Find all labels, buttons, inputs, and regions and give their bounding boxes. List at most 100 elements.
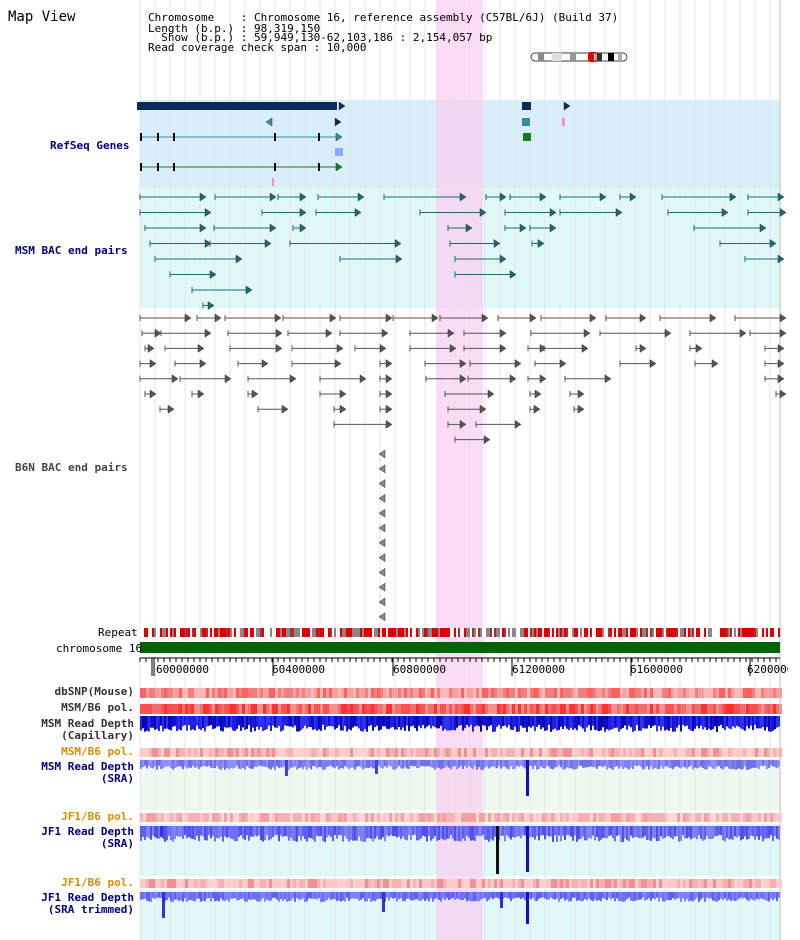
- heat-cell: [551, 748, 554, 757]
- depth-bar: [460, 892, 462, 901]
- depth-bar: [760, 892, 762, 899]
- depth-bar: [664, 826, 666, 838]
- depth-bar: [520, 826, 522, 839]
- heat-cell: [146, 813, 149, 822]
- refseq-genes-label: RefSeq Genes: [50, 139, 130, 152]
- b6n-bac-pairs-track[interactable]: [139, 313, 787, 622]
- depth-bar: [534, 892, 536, 901]
- depth-bar: [286, 826, 288, 837]
- bac-end-arrow: [329, 313, 337, 323]
- heat-cell: [371, 813, 374, 822]
- repeat-block: [144, 628, 146, 637]
- heat-cell: [236, 704, 239, 714]
- heat-cell: [425, 748, 428, 757]
- depth-bar: [664, 716, 666, 731]
- depth-bar: [484, 892, 486, 899]
- heat-cell: [662, 813, 665, 822]
- depth-bar: [394, 760, 396, 770]
- bac-end-arrow: [336, 343, 344, 353]
- depth-bar: [612, 716, 614, 729]
- bac-end-arrow: [777, 374, 785, 384]
- heat-cell: [431, 704, 434, 714]
- depth-bar: [534, 760, 536, 766]
- heat-cell: [614, 688, 617, 698]
- repeat-block: [260, 628, 262, 637]
- depth-bar: [236, 760, 238, 766]
- heat-cell: [353, 879, 356, 888]
- chromosome-ideogram[interactable]: [530, 52, 628, 62]
- heat-cell: [692, 879, 695, 888]
- depth-bar: [270, 760, 272, 770]
- heat-cell: [557, 813, 560, 822]
- heat-cell: [200, 704, 203, 714]
- depth-bar: [256, 716, 258, 727]
- depth-bar: [194, 716, 196, 731]
- msm-bac-pairs-track[interactable]: [139, 192, 787, 310]
- repeat-block: [754, 628, 756, 637]
- depth-bar: [540, 716, 542, 730]
- depth-bar: [434, 716, 436, 728]
- depth-bar: [618, 826, 620, 836]
- depth-bar: [402, 826, 404, 837]
- depth-bar: [778, 716, 780, 727]
- repeat-block: [670, 628, 672, 637]
- position-axis: [139, 657, 780, 676]
- repeat-block: [714, 628, 716, 637]
- repeat-block: [564, 628, 566, 637]
- depth-bar: [346, 892, 348, 898]
- depth-bar: [754, 826, 756, 840]
- heat-cell: [320, 879, 323, 888]
- depth-bar: [520, 892, 522, 900]
- vertical-scrollbar[interactable]: [788, 0, 800, 940]
- depth-bar: [522, 892, 524, 898]
- heat-cell: [287, 748, 290, 757]
- depth-bar: [676, 826, 678, 837]
- depth-bar: [380, 716, 382, 730]
- heat-cell: [143, 688, 146, 698]
- refseq-genes-track[interactable]: [137, 101, 571, 186]
- repeat-block: [700, 628, 702, 637]
- heat-cell: [140, 748, 143, 757]
- depth-bar: [172, 716, 174, 727]
- depth-bar: [588, 760, 590, 767]
- depth-bar: [232, 760, 234, 769]
- heat-cell: [326, 688, 329, 698]
- depth-bar: [246, 826, 248, 836]
- depth-bar: [602, 760, 604, 768]
- depth-bar: [622, 760, 624, 769]
- depth-bar: [218, 892, 220, 902]
- bac-end-arrow: [154, 328, 162, 338]
- heat-cell: [518, 688, 521, 698]
- heat-cell: [182, 748, 185, 757]
- heat-cell: [764, 704, 767, 714]
- depth-bar: [378, 826, 380, 840]
- depth-bar: [506, 760, 508, 769]
- selection-highlight[interactable]: [436, 0, 483, 940]
- repeat-block: [170, 628, 172, 637]
- repeat-block: [412, 628, 414, 637]
- depth-bar: [308, 716, 310, 727]
- bac-end-arrow: [378, 538, 386, 548]
- heat-cell: [608, 879, 611, 888]
- depth-bar: [296, 826, 298, 842]
- heat-cell: [206, 688, 209, 698]
- heat-cell: [332, 879, 335, 888]
- heat-cell: [704, 704, 707, 714]
- axis-tick-label: 61200000: [512, 663, 565, 676]
- heat-cell: [686, 879, 689, 888]
- heat-cell: [539, 688, 542, 698]
- heat-cell: [734, 704, 737, 714]
- heat-cell: [545, 879, 548, 888]
- depth-bar: [762, 716, 764, 728]
- heat-cell: [218, 879, 221, 888]
- heat-cell: [290, 688, 293, 698]
- heat-cell: [638, 748, 641, 757]
- heat-cell: [320, 748, 323, 757]
- bac-end-arrow: [479, 404, 487, 414]
- repeat-block: [460, 628, 462, 637]
- depth-bar: [730, 760, 732, 770]
- heat-cell: [731, 748, 734, 757]
- depth-bar: [690, 826, 692, 840]
- bac-end-arrow: [171, 374, 179, 384]
